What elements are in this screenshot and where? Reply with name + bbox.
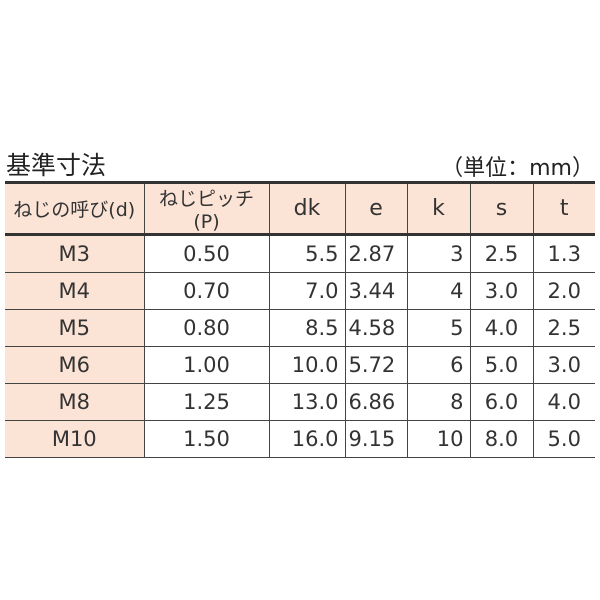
cell-dk: 8.5 [268,309,346,347]
cell-nominal: M10 [5,420,145,458]
cell-nominal: M6 [5,346,145,384]
cell-dk: 13.0 [268,383,346,421]
cell-pitch: 1.25 [143,383,270,421]
cell-e: 2.87 [344,234,408,273]
table-row: M3 0.50 5.5 2.87 3 2.5 1.3 [5,234,595,273]
unit-label: （単位：mm） [441,156,594,181]
table-row: M5 0.80 8.5 4.58 5 4.0 2.5 [5,309,595,347]
cell-t: 4.0 [532,383,595,421]
table-row: M6 1.00 10.0 5.72 6 5.0 3.0 [5,346,595,384]
cell-e: 4.58 [344,309,408,347]
cell-dk: 16.0 [268,420,346,458]
cell-k: 4 [406,272,471,310]
cell-nominal: M8 [5,383,145,421]
cell-pitch: 0.80 [143,309,270,347]
cell-nominal: M4 [5,272,145,310]
cell-pitch: 1.50 [143,420,270,458]
cell-k: 8 [406,383,471,421]
cell-dk: 5.5 [268,234,346,273]
cell-k: 5 [406,309,471,347]
cell-s: 4.0 [469,309,534,347]
cell-nominal: M3 [5,234,145,273]
header-e: e [344,182,408,235]
cell-k: 3 [406,234,471,273]
cell-s: 5.0 [469,346,534,384]
header-row: ねじの呼び(d) ねじピッチ(P) dk e k s t [5,182,595,235]
cell-k: 6 [406,346,471,384]
cell-e: 6.86 [344,383,408,421]
cell-s: 6.0 [469,383,534,421]
header-pitch: ねじピッチ(P) [143,182,270,235]
cell-dk: 10.0 [268,346,346,384]
cell-pitch: 0.50 [143,234,270,273]
cell-e: 9.15 [344,420,408,458]
table-row: M10 1.50 16.0 9.15 10 8.0 5.0 [5,420,595,458]
header-k: k [406,182,471,235]
header-t: t [532,182,595,235]
cell-e: 5.72 [344,346,408,384]
header-dk: dk [268,182,346,235]
cell-t: 2.0 [532,272,595,310]
cell-t: 3.0 [532,346,595,384]
cell-t: 5.0 [532,420,595,458]
cell-nominal: M5 [5,309,145,347]
cell-t: 2.5 [532,309,595,347]
cell-pitch: 0.70 [143,272,270,310]
cell-k: 10 [406,420,471,458]
header-s: s [469,182,534,235]
cell-s: 2.5 [469,234,534,273]
table-row: M8 1.25 13.0 6.86 8 6.0 4.0 [5,383,595,421]
section-title: 基準寸法 [6,151,107,180]
table-row: M4 0.70 7.0 3.44 4 3.0 2.0 [5,272,595,310]
cell-s: 8.0 [469,420,534,458]
cell-dk: 7.0 [268,272,346,310]
header-nominal: ねじの呼び(d) [5,182,145,235]
cell-s: 3.0 [469,272,534,310]
dimension-table: ねじの呼び(d) ねじピッチ(P) dk e k s t M3 0.50 5.5 2.… [5,181,595,458]
cell-e: 3.44 [344,272,408,310]
cell-pitch: 1.00 [143,346,270,384]
cell-t: 1.3 [532,234,595,273]
